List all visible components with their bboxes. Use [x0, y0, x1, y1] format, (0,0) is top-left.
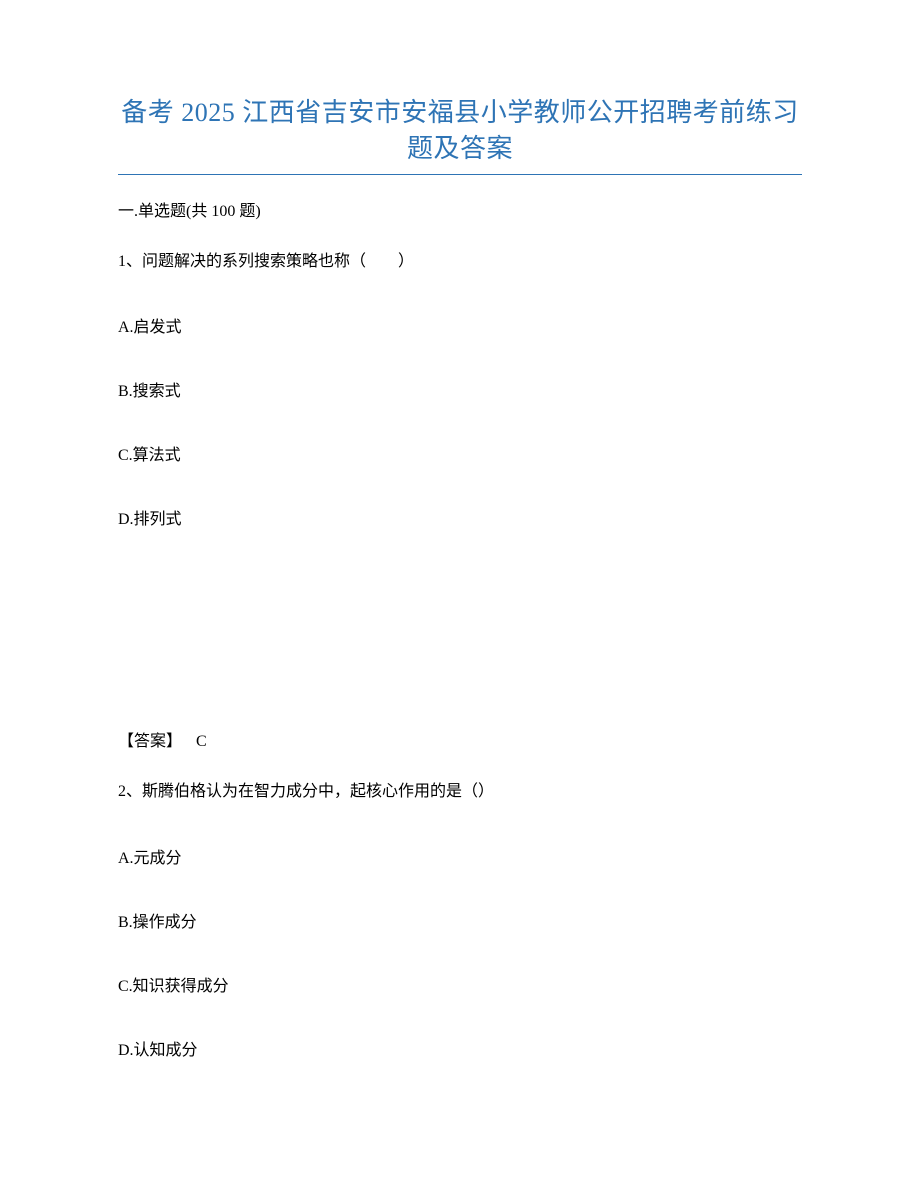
q2-option-d: D.认知成分 [118, 1036, 802, 1060]
q1-option-c: C.算法式 [118, 441, 802, 465]
page-root: 备考 2025 江西省吉安市安福县小学教师公开招聘考前练习 题及答案 一.单选题… [0, 0, 920, 1191]
section-header: 一.单选题(共 100 题) [118, 197, 802, 221]
q1-answer: 【答案】 C [118, 727, 802, 751]
q2-stem: 2、斯腾伯格认为在智力成分中，起核心作用的是（） [118, 781, 802, 803]
q1-option-a: A.启发式 [118, 313, 802, 337]
q2-option-a: A.元成分 [118, 844, 802, 868]
answer-value: C [196, 733, 207, 750]
answer-label: 【答案】 [118, 733, 182, 750]
q2-option-c: C.知识获得成分 [118, 972, 802, 996]
q1-stem: 1、问题解决的系列搜索策略也称（ ） [118, 251, 802, 273]
title-line-2: 题及答案 [407, 134, 513, 163]
q1-option-b: B.搜索式 [118, 377, 802, 401]
q2-option-b: B.操作成分 [118, 908, 802, 932]
document-title: 备考 2025 江西省吉安市安福县小学教师公开招聘考前练习 题及答案 [118, 95, 802, 175]
title-line-1: 备考 2025 江西省吉安市安福县小学教师公开招聘考前练习 [121, 98, 799, 127]
q1-option-d: D.排列式 [118, 505, 802, 529]
